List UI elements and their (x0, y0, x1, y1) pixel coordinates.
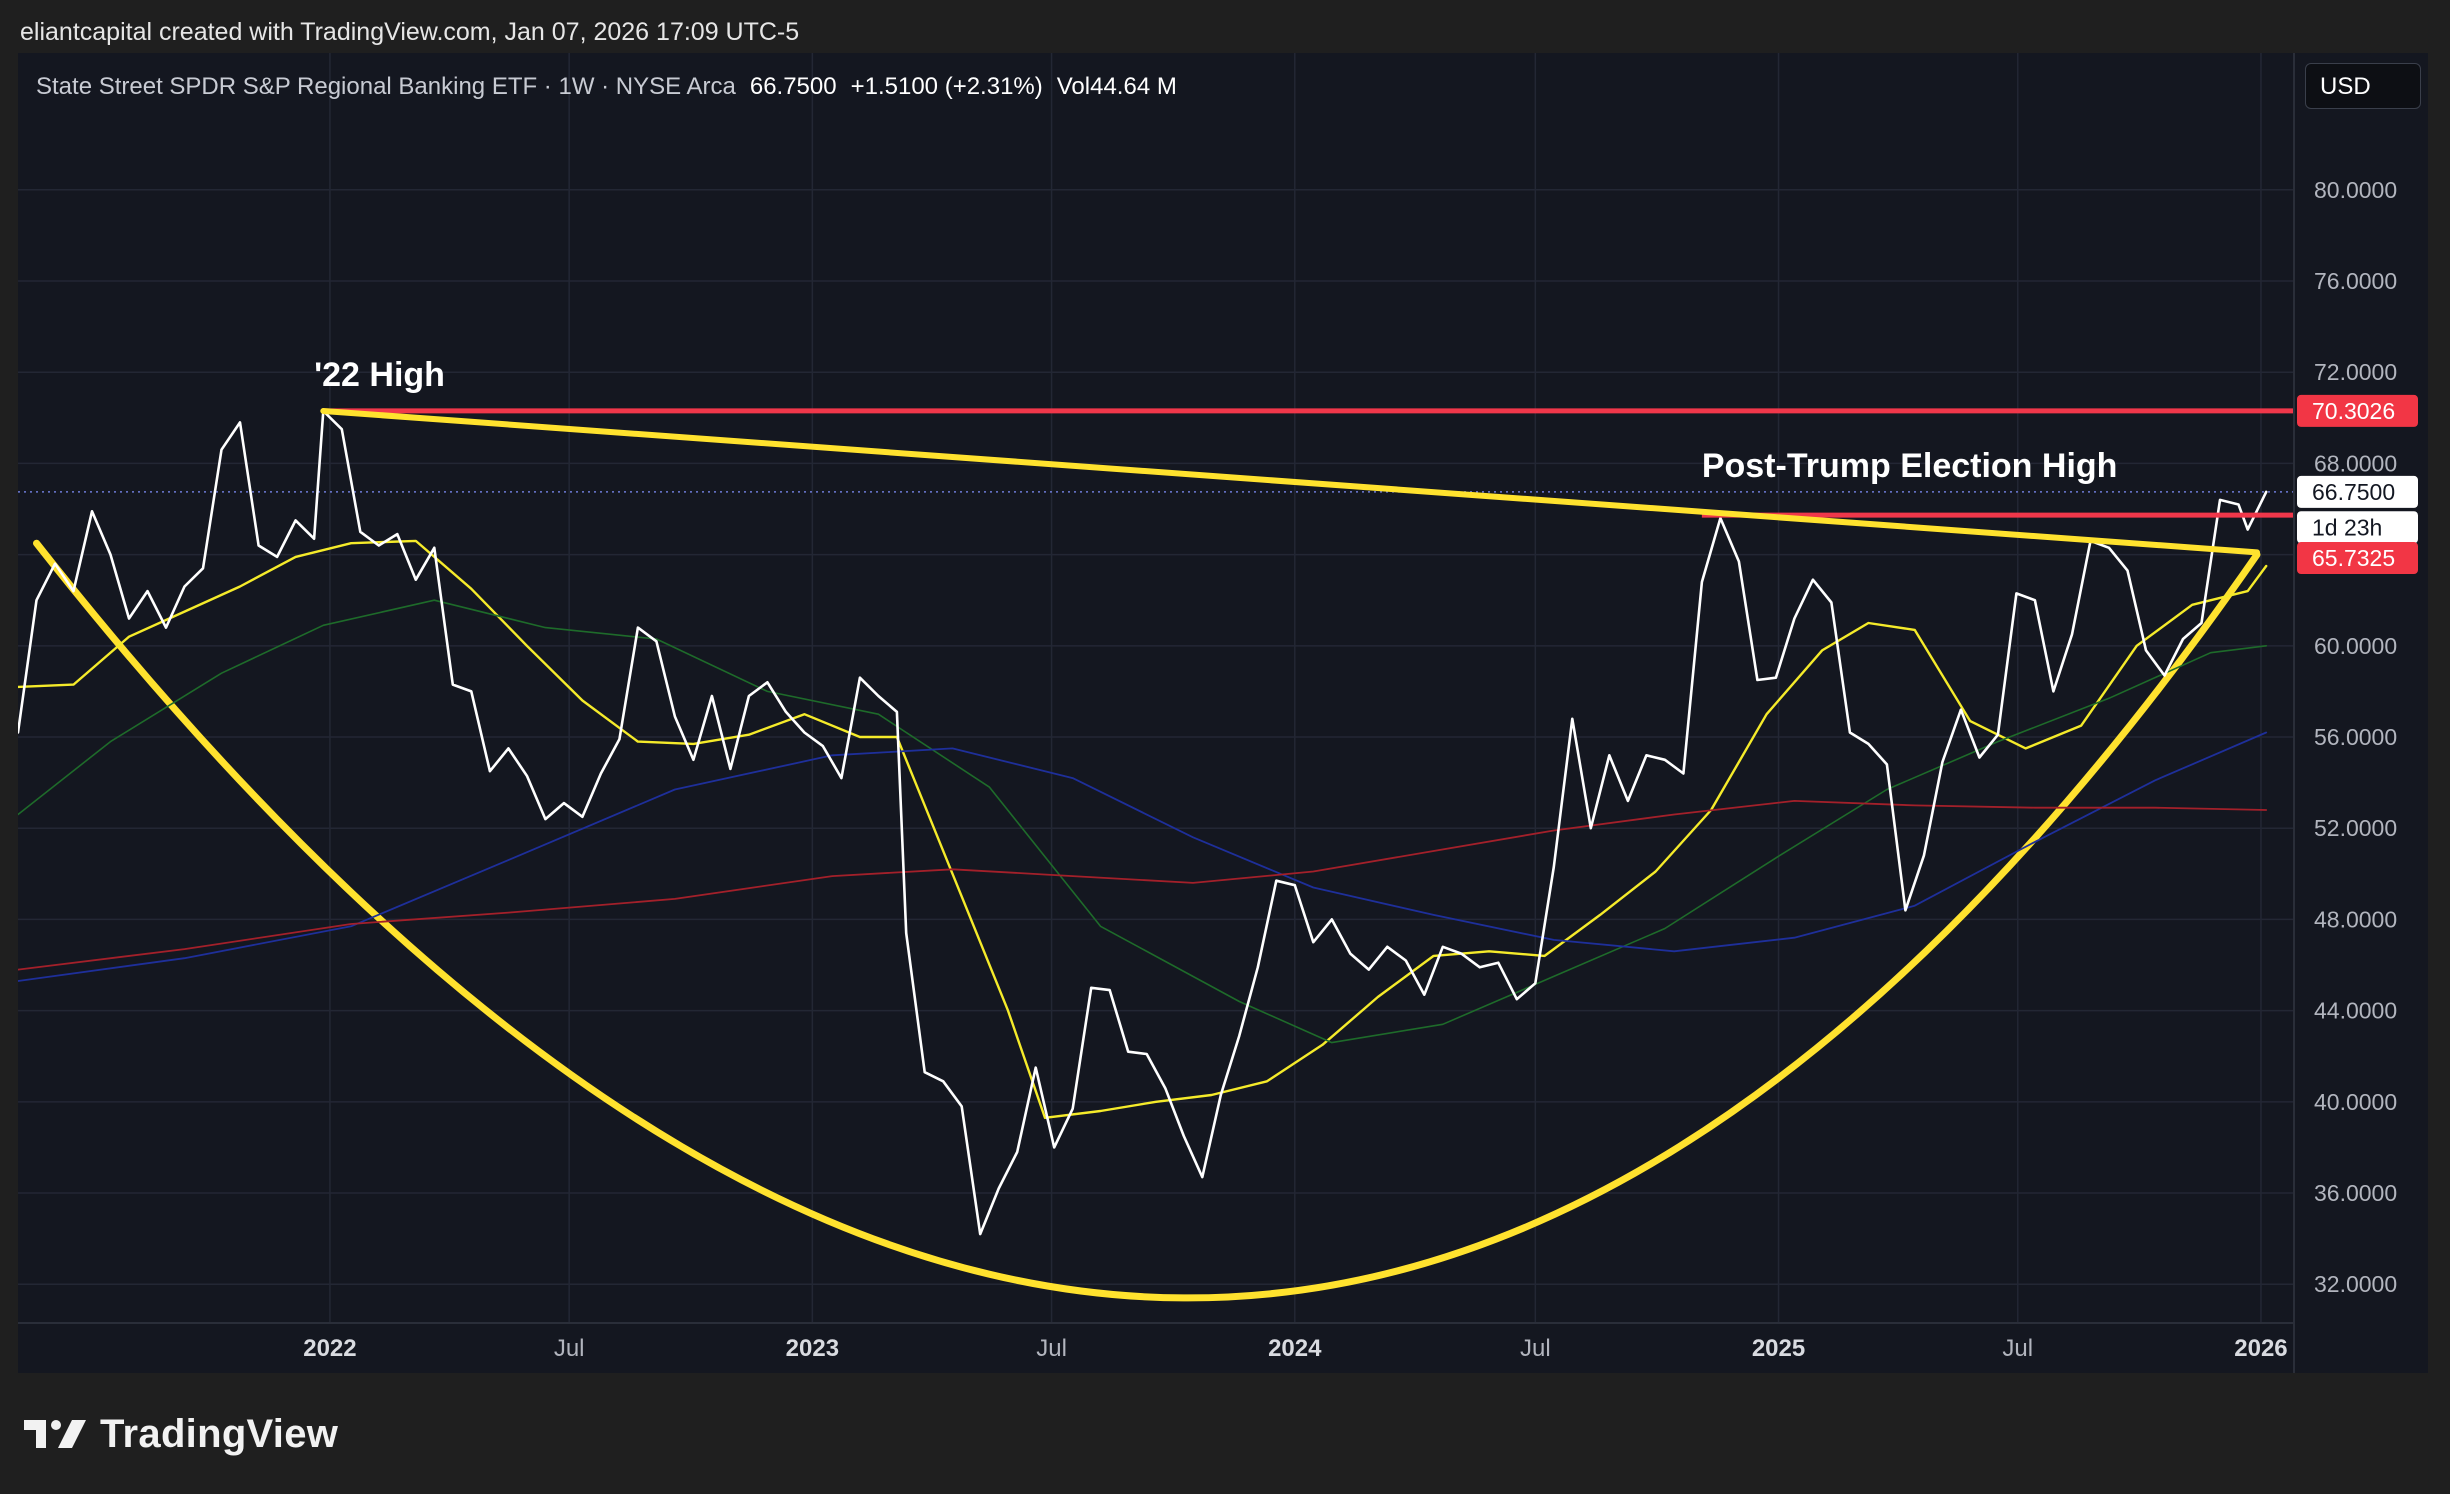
symbol-name[interactable]: State Street SPDR S&P Regional Banking E… (36, 73, 736, 100)
currency-button[interactable]: USD (2305, 63, 2421, 109)
y-tick-label: 76.0000 (2314, 268, 2397, 294)
x-tick-label: Jul (2002, 1335, 2033, 1362)
tradingview-logo-icon (24, 1420, 86, 1448)
y-tick-label: 80.0000 (2314, 177, 2397, 203)
descending-trendline (320, 407, 2260, 556)
symbol-volume: Vol44.64 M (1056, 73, 1177, 100)
y-tick-label: 44.0000 (2314, 998, 2397, 1024)
price-label-text: 65.7325 (2312, 545, 2395, 571)
time-axis[interactable]: 2022 Jul 2023 Jul 2024 Jul 2025 Jul 2026 (303, 1335, 2287, 1362)
price-label-text: 70.3026 (2312, 398, 2395, 424)
y-tick-label: 68.0000 (2314, 450, 2397, 476)
y-tick-label: 56.0000 (2314, 724, 2397, 750)
price-label-text: 1d 23h (2312, 514, 2382, 540)
x-tick-label: Jul (1036, 1335, 1067, 1362)
cup-curve (33, 539, 2261, 1302)
plot-background (18, 53, 2294, 1323)
price-label-box (2297, 542, 2418, 575)
annotations-front: '22 High Post-Trump Election High (314, 356, 2294, 556)
grid (18, 53, 2294, 1323)
tradingview-logo-text: TradingView (100, 1411, 339, 1456)
chart-area[interactable]: '22 High Post-Trump Election High 32.0000… (18, 53, 2428, 1373)
y-tick-label: 36.0000 (2314, 1180, 2397, 1206)
x-tick-label: 2025 (1752, 1335, 1805, 1362)
y-tick-label: 60.0000 (2314, 633, 2397, 659)
moving-average-line (18, 731, 2268, 982)
tradingview-logo: TradingView (24, 1404, 338, 1464)
x-tick-label: Jul (554, 1335, 585, 1362)
symbol-last-price: 66.7500 (749, 73, 837, 100)
moving-average-line (18, 539, 2268, 1119)
x-tick-label: 2022 (303, 1335, 356, 1362)
x-tick-label: 2026 (2234, 1335, 2287, 1362)
annotation-text: '22 High (314, 356, 445, 394)
price-label-box (2297, 475, 2418, 508)
x-tick-label: Jul (1520, 1335, 1551, 1362)
symbol-info: State Street SPDR S&P Regional Banking E… (36, 73, 1177, 101)
x-tick-label: 2023 (786, 1335, 839, 1362)
chart-svg[interactable]: '22 High Post-Trump Election High 32.0000… (18, 53, 2428, 1373)
price-axis-background (2294, 53, 2428, 1373)
series (18, 409, 2268, 1236)
annotation-text: Post-Trump Election High (1702, 447, 2118, 485)
price-label-text: 66.7500 (2312, 479, 2395, 505)
x-tick-label: 2024 (1268, 1335, 1322, 1362)
price-label-box (2297, 511, 2418, 544)
price-label-box (2297, 394, 2418, 427)
symbol-change: +1.5100 (+2.31%) (850, 73, 1043, 100)
y-tick-label: 72.0000 (2314, 359, 2397, 385)
price-axis[interactable]: 32.0000 36.0000 40.0000 44.0000 48.0000 52.00… (2297, 177, 2418, 1297)
annotations-back (18, 491, 2294, 1302)
y-tick-label: 32.0000 (2314, 1271, 2397, 1297)
price-line (18, 409, 2268, 1236)
y-tick-label: 52.0000 (2314, 815, 2397, 841)
y-tick-label: 48.0000 (2314, 906, 2397, 932)
header-caption: eliantcapital created with TradingView.c… (20, 18, 800, 46)
time-axis-background (18, 1323, 2294, 1373)
y-tick-label: 40.0000 (2314, 1089, 2397, 1115)
